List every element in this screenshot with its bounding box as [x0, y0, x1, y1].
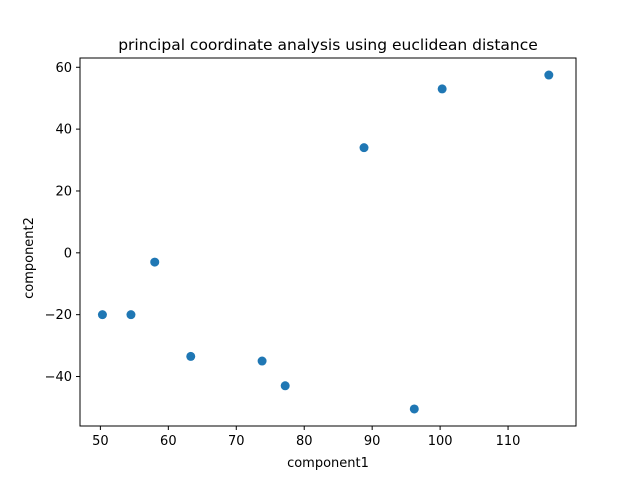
axes-frame — [79, 57, 577, 427]
y-tick-label: −20 — [45, 308, 72, 323]
data-point — [97, 310, 107, 320]
data-point — [544, 70, 554, 80]
data-point — [359, 143, 369, 153]
y-tick-label: −40 — [45, 370, 72, 385]
plot-area: 50 60 70 80 90 100 110 −40 −20 0 20 40 60 — [45, 57, 577, 449]
x-tick-label: 100 — [428, 434, 453, 449]
data-point — [409, 404, 419, 414]
data-point — [257, 356, 267, 366]
y-tick-label: 60 — [55, 61, 72, 76]
x-tick-label: 80 — [296, 434, 313, 449]
x-tick-label: 110 — [496, 434, 521, 449]
y-tick-label: 20 — [55, 184, 72, 199]
data-point — [437, 84, 447, 94]
y-tick-label: 40 — [55, 123, 72, 138]
x-tick-label: 70 — [228, 434, 245, 449]
y-axis-label: component2 — [22, 217, 37, 299]
x-tick-label: 60 — [160, 434, 177, 449]
data-point — [280, 381, 290, 391]
x-tick-label: 50 — [92, 434, 109, 449]
y-tick-label: 0 — [64, 246, 72, 261]
x-tick-label: 90 — [364, 434, 381, 449]
data-point — [186, 351, 196, 361]
x-axis-label: component1 — [287, 456, 369, 471]
data-point — [150, 257, 160, 267]
chart-title: principal coordinate analysis using eucl… — [118, 36, 538, 54]
data-point — [126, 310, 136, 320]
